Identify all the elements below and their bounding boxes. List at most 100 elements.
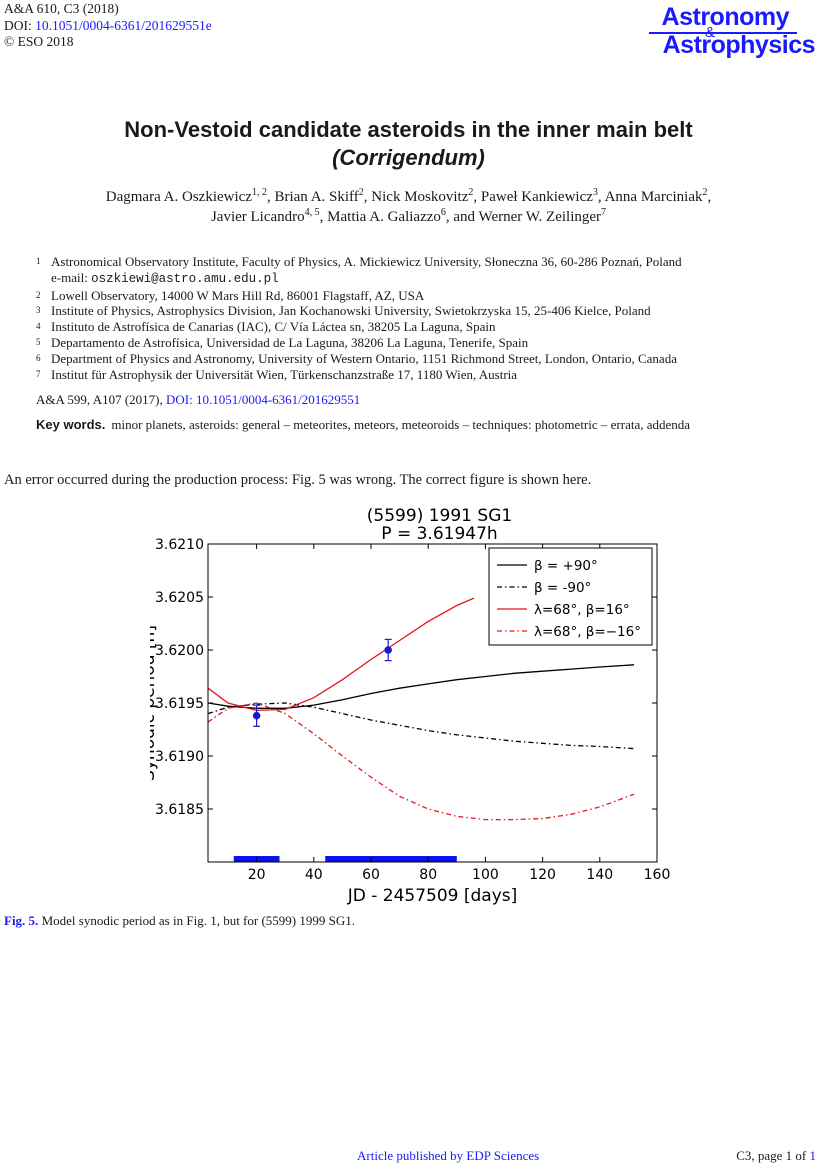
email-label: e-mail: <box>51 269 92 285</box>
affiliation-text-block: Institut für Astrophysik der Universität… <box>51 367 517 383</box>
affiliation-text: Instituto de Astrofísica de Canarias (IA… <box>51 319 496 335</box>
logo-amp: & <box>705 24 716 41</box>
author-affil-mark: 2 <box>358 187 364 198</box>
series-line <box>208 664 635 709</box>
affiliation-text-block: Lowell Observatory, 14000 W Mars Hill Rd… <box>51 288 424 304</box>
journal-logo: Astronomy & Astrophysics <box>645 3 816 61</box>
copyright-line: © ESO 2018 <box>4 34 74 49</box>
citation-ref: A&A 599, A107 (2017), <box>36 392 166 407</box>
affiliation-text: Institute of Physics, Astrophysics Divis… <box>51 303 651 319</box>
affiliation-item: 2 Lowell Observatory, 14000 W Mars Hill R… <box>36 288 776 304</box>
chart-subtitle: P = 3.61947h <box>381 524 497 544</box>
affiliation-item: 3 Institute of Physics, Astrophysics Divi… <box>36 303 776 319</box>
keywords-label: Key words. <box>36 417 106 432</box>
caption-label[interactable]: Fig. 5. <box>4 913 39 928</box>
page-prefix: C3, page 1 of <box>736 1148 810 1163</box>
page-total-link[interactable]: 1 <box>809 1148 817 1163</box>
author-separator: , <box>597 189 605 205</box>
affiliation-number: 3 <box>36 305 41 316</box>
affiliation-text: Lowell Observatory, 14000 W Mars Hill Rd… <box>51 287 425 303</box>
author-separator: , <box>319 209 328 225</box>
author-affil-mark: 4, 5 <box>304 207 320 218</box>
series-line <box>208 702 635 750</box>
series-line <box>208 702 635 821</box>
chart-legend: β = +90° β = -90° λ=68°, β=16° λ=68°, β=−16… <box>488 547 653 646</box>
affiliation-number: 6 <box>36 352 41 363</box>
citation-doi-link[interactable]: DOI: 10.1051/0004-6361/201629551 <box>166 392 361 407</box>
affiliations: 1 Astronomical Observatory Institute, Fac… <box>36 254 776 382</box>
title-main: Non-Vestoid candidate asteroids in the i… <box>124 117 693 142</box>
affiliation-text-block: Instituto de Astrofísica de Canarias (IA… <box>51 319 496 335</box>
doi-link[interactable]: 10.1051/0004-6361/201629551e <box>35 17 212 33</box>
author-affil-mark: 3 <box>592 187 598 198</box>
author-name: Dagmara A. Oszkiewicz <box>105 189 252 205</box>
author-affil-mark: 2 <box>468 187 474 198</box>
y-tick-label: 3.6200 <box>155 643 204 659</box>
author-separator: , <box>266 189 275 205</box>
logo-line1: Astronomy <box>661 3 790 31</box>
x-tick-label: 40 <box>305 867 323 883</box>
chart-title: (5599) 1991 SG1 <box>367 506 512 526</box>
affiliation-number: 5 <box>36 336 41 347</box>
legend-label: β = +90° <box>534 558 598 574</box>
keywords-text: minor planets, asteroids: general – mete… <box>111 417 691 432</box>
data-point <box>252 711 261 720</box>
affiliation-item: 5 Departamento de Astrofísica, Universida… <box>36 335 776 351</box>
y-tick-label: 3.6210 <box>155 537 204 553</box>
x-tick-label: 100 <box>472 867 499 883</box>
email-line: e-mail: oszkiewi@astro.amu.edu.pl <box>51 270 682 288</box>
figure-caption: Fig. 5. Model synodic period as in Fig. … <box>4 913 355 929</box>
email-address[interactable]: oszkiewi@astro.amu.edu.pl <box>91 271 279 286</box>
affiliation-item: 6 Department of Physics and Astronomy, Un… <box>36 351 776 367</box>
legend-label: β = -90° <box>534 580 591 596</box>
affiliation-text: Institut für Astrophysik der Universität… <box>51 366 518 382</box>
affiliation-number: 1 <box>36 256 41 266</box>
page-number: C3, page 1 of 1 <box>736 1148 816 1164</box>
legend-label: λ=68°, β=16° <box>534 602 630 618</box>
x-tick-label: 20 <box>248 867 266 883</box>
affiliation-text: Departamento de Astrofísica, Universidad… <box>51 334 529 350</box>
affiliation-item: 1 Astronomical Observatory Institute, Fac… <box>36 254 776 288</box>
body-paragraph: An error occurred during the production … <box>4 472 592 488</box>
doi-line: DOI: 10.1051/0004-6361/201629551e <box>4 18 212 35</box>
author-separator: , and <box>445 209 479 225</box>
author-name: Paweł Kankiewicz <box>480 189 593 205</box>
y-tick-label: 3.6195 <box>155 696 204 712</box>
author-separator: , <box>363 189 372 205</box>
affiliation-item: 7 Institut für Astrophysik der Universitä… <box>36 367 776 383</box>
plot-area <box>208 597 635 862</box>
author-affil-mark: 1, 2 <box>251 187 267 198</box>
affiliation-text-block: Astronomical Observatory Institute, Facu… <box>51 254 682 288</box>
author-name: Nick Moskovitz <box>371 189 469 205</box>
affiliation-text-block: Department of Physics and Astronomy, Uni… <box>51 351 677 367</box>
title-sub: (Corrigendum) <box>332 145 485 170</box>
y-tick-label: 3.6205 <box>155 590 204 606</box>
affiliation-text: Astronomical Observatory Institute, Facu… <box>51 254 682 269</box>
data-point <box>384 646 392 654</box>
author-separator: , <box>473 189 481 205</box>
x-tick-label: 120 <box>529 867 556 883</box>
author-affil-mark: 6 <box>440 207 446 218</box>
observation-window-bar <box>325 856 457 862</box>
affiliation-text-block: Departamento de Astrofísica, Universidad… <box>51 335 528 351</box>
author-name: Javier Licandro <box>210 209 305 225</box>
affiliation-number: 2 <box>36 289 41 300</box>
author-affil-mark: 7 <box>601 207 607 218</box>
author-name: Brian A. Skiff <box>274 189 359 205</box>
logo-line2: Astrophysics <box>662 31 816 59</box>
journal-line: A&A 610, C3 (2018) <box>4 1 119 16</box>
y-axis-label: Synodic period [h] <box>150 625 159 781</box>
y-tick-label: 3.6190 <box>155 749 204 765</box>
y-tick-label: 3.6185 <box>155 802 204 818</box>
logo-rule <box>649 32 797 34</box>
x-tick-label: 80 <box>419 867 437 883</box>
x-axis-label: JD - 2457509 [days] <box>347 886 518 905</box>
author-separator: , <box>707 189 712 205</box>
x-tick-label: 60 <box>362 867 380 883</box>
affiliation-number: 7 <box>36 368 41 379</box>
doi-label: DOI: <box>4 17 36 33</box>
author-name: Anna Marciniak <box>604 189 703 205</box>
publisher-link[interactable]: Article published by EDP Sciences <box>357 1148 540 1163</box>
x-tick-label: 160 <box>644 867 671 883</box>
journal-header: A&A 610, C3 (2018) DOI: 10.1051/0004-636… <box>4 1 212 51</box>
